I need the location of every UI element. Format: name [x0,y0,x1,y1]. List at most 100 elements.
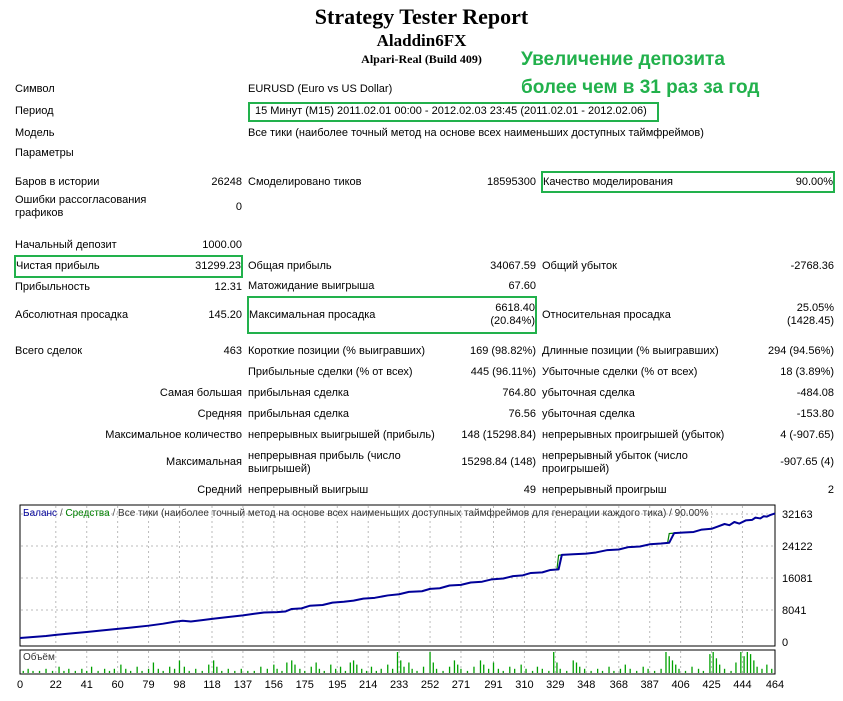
report-cell [181,144,834,162]
x-axis-label: 22 [50,679,62,691]
y-axis-label: 32163 [782,509,813,521]
report-cell: Начальный депозит [15,239,117,251]
report-cell: 15298.84 (148) [461,456,536,468]
report-cell: 2 [827,483,835,496]
report-cell: 26248 [211,175,242,188]
report-cell: Максимальная просадка [247,296,456,334]
report-cell: прибыльная сделка [248,387,350,399]
report-cell: 145.20 [208,308,242,321]
report-cell: Баров в истории [15,175,100,188]
x-axis-label: 0 [17,679,23,691]
x-axis-label: 175 [296,679,314,691]
report-cell: непрерывный проигрыш [542,483,667,496]
report-cell: 90.00% [736,171,836,193]
report-cell: Все тики (наиболее точный метод на основ… [248,127,704,139]
equity-line [667,532,675,544]
x-axis-label: 98 [173,679,185,691]
report-header: Strategy Tester Report Aladdin6FX Alpari… [0,0,843,67]
report-cell: Прибыльные сделки (% от всех) [248,366,413,378]
report-cell: 15 Минут (M15) 2011.02.01 00:00 - 2012.0… [248,100,834,123]
report-cell [15,162,834,172]
report-cell: 4 (-907.65) [780,429,835,441]
report-cell: 294 (94.56%) [767,345,835,357]
report-cell: 0 [235,200,242,213]
report-row: Абсолютная просадка 145.20 Максимальная пр… [15,296,834,334]
report-cell: непрерывная прибыль (число выигрышей) [248,449,401,475]
report-cell: Всего сделок [15,345,83,357]
x-axis-label: 252 [421,679,439,691]
annotation-note: Увеличение депозита более чем в 31 раз з… [521,49,760,98]
report-cell: Максимальная [166,456,242,468]
spacer-row [15,222,834,236]
report-cell: 18 (3.89%) [780,366,835,378]
highlight-box-period: 15 Минут (M15) 2011.02.01 00:00 - 2012.0… [248,101,659,122]
x-axis-label: 406 [671,679,689,691]
report-cell: 31299.23 [181,255,243,278]
report-cell: 148 (15298.84) [461,429,536,441]
report-cell: 6618.40 (20.84%) [456,296,537,334]
y-axis-label: 0 [782,637,788,649]
report-cell: Общая прибыль [248,260,332,272]
report-cell: непрерывных проигрышей (убыток) [542,429,725,441]
report-cell: Качество моделирования [541,171,736,193]
report-cell: 463 [223,345,242,357]
report-row: Прибыльные сделки (% от всех) 445 (96.11%… [15,362,834,383]
x-axis-label: 79 [142,679,154,691]
y-axis-label: 16081 [782,573,813,585]
report-cell: 12.31 [214,281,242,293]
report-cell [242,236,834,256]
report-cell: Короткие позиции (% выигравших) [248,345,426,357]
report-cell: прибыльная сделка [248,408,350,420]
report-cell [15,333,834,341]
report-cell [15,362,248,383]
x-axis-label: 214 [359,679,377,691]
report-cell: -907.65 (4) [780,456,835,468]
x-axis-label: 368 [610,679,628,691]
report-cell: 49 [523,483,536,496]
report-cell: непрерывных выигрышей (прибыль) [248,429,435,441]
report-cell: 18595300 [487,175,536,188]
report-row: Максимальная непрерывная прибыль (число в… [15,446,834,479]
report-cell: Убыточные сделки (% от всех) [542,366,698,378]
report-row: Средняя прибыльная сделка 76.56 убыточная с… [15,404,834,425]
report-cell: Средний [197,483,242,496]
spacer-row [15,333,834,341]
x-axis-label: 233 [390,679,408,691]
report-cell: Самая большая [159,387,242,399]
report-row: Максимальное количество непрерывных выигр… [15,425,834,446]
report-table: Символ EURUSD (Euro vs US Dollar) Период 15… [14,79,836,501]
x-axis-label: 310 [515,679,533,691]
report-cell [181,123,248,144]
report-cell [181,100,248,123]
report-cell: убыточная сделка [542,387,635,399]
y-axis-label: 24122 [782,541,813,553]
report-cell: -484.08 [796,387,835,399]
report-cell [15,222,834,236]
account-build-info: Alpari-Real (Build 409) [361,52,482,66]
chart-title: Баланс / Средства / Все тики (наиболее т… [23,507,709,519]
report-cell: 764.80 [502,387,536,399]
volume-label: Объём [23,651,55,663]
report-cell: Матожидание выигрыша [248,280,375,292]
report-cell: непрерывный выигрыш [248,483,369,496]
report-row: Период 15 Минут (M15) 2011.02.01 00:00 - … [15,100,834,123]
report-cell: -153.80 [796,408,835,420]
x-axis-label: 41 [81,679,93,691]
report-cell: Абсолютная просадка [15,308,129,321]
report-cell [242,192,834,222]
x-axis-label: 137 [234,679,252,691]
report-cell: Чистая прибыль [14,255,181,278]
report-row: Всего сделок 463 Короткие позиции (% выигр… [15,341,834,362]
report-row: Символ EURUSD (Euro vs US Dollar) [15,79,834,100]
report-cell: EURUSD (Euro vs US Dollar) [248,83,393,95]
x-axis-label: 387 [641,679,659,691]
report-row: Ошибки рассогласования графиков 0 [15,192,834,222]
balance-equity-chart: 0 8041 16081 24122 32163 0 22 41 60 79 98 118 137 156… [17,504,813,691]
report-cell: Параметры [15,146,74,159]
report-cell: Смоделировано тиков [248,175,362,188]
report-row: Средний непрерывный выигрыш 49 непрерывный … [15,479,834,501]
x-axis-label: 464 [766,679,784,691]
report-cell: 169 (98.82%) [469,345,536,357]
report-cell [181,79,248,100]
x-axis-label: 60 [112,679,124,691]
